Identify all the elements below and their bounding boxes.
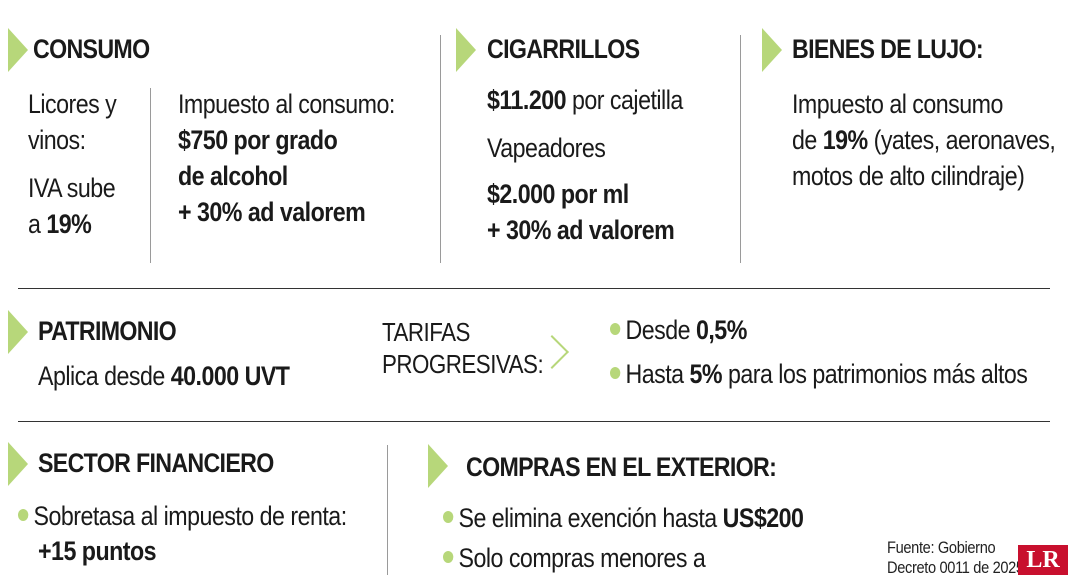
exterior-item2-text: Solo compras menores a	[458, 543, 706, 573]
divider-top	[18, 288, 1050, 289]
desde-value: 0,5%	[695, 315, 747, 345]
vapeadores-label: Vapeadores	[487, 133, 606, 163]
divider-consumo-inner	[150, 88, 151, 263]
hasta-value: 5%	[689, 359, 723, 389]
lujo-line2: de 19% (yates, aeronaves,	[792, 122, 1056, 158]
cigarrillos-arrow-icon	[456, 28, 476, 72]
source-line1: Fuente: Gobierno	[887, 538, 996, 557]
consumo-arrow-icon	[8, 28, 28, 72]
exterior-title: COMPRAS EN EL EXTERIOR:	[466, 452, 777, 482]
tarifa-desde: Desde 0,5%	[610, 312, 747, 348]
cigarrillos-price-suffix: por cajetilla	[566, 85, 683, 115]
cigarrillos-price: $11.200 por cajetilla	[487, 82, 683, 118]
impuesto-consumo-block: Impuesto al consumo: $750 por grado de a…	[178, 86, 395, 230]
tarifas-line2: PROGRESIVAS:	[382, 349, 544, 379]
cigarrillos-price-value: $11.200	[487, 85, 567, 115]
financiero-item1-value: +15 puntos	[38, 536, 157, 566]
exterior-item1: Se elimina exención hasta US$200	[443, 500, 804, 536]
lujo-text: Impuesto al consumo de 19% (yates, aeron…	[792, 86, 1056, 194]
patrimonio-title: PATRIMONIO	[38, 316, 177, 346]
iva-label: IVA sube a 19%	[28, 170, 116, 242]
divider-consumo-cigarrillos	[440, 35, 441, 263]
lr-logo: LR	[1018, 545, 1068, 575]
impuesto-line1: $750 por grado	[178, 125, 338, 155]
vapeadores-price: $2.000 por ml + 30% ad valorem	[487, 176, 675, 248]
impuesto-label: Impuesto al consumo:	[178, 89, 395, 119]
iva-value: 19%	[46, 209, 92, 239]
financiero-item1-text: Sobretasa al impuesto de renta:	[33, 501, 347, 531]
tarifa-hasta: Hasta 5% para los patrimonios más altos	[610, 356, 1028, 392]
iva-line2: a 19%	[28, 206, 115, 242]
patrimonio-aplica: Aplica desde 40.000 UVT	[38, 358, 290, 394]
exterior-item2: Solo compras menores a	[443, 540, 706, 576]
consumo-title: CONSUMO	[33, 34, 150, 64]
divider-financiero-exterior	[387, 445, 388, 575]
exterior-arrow-icon	[428, 444, 448, 488]
lujo-line2-value: 19%	[822, 125, 868, 155]
vape-line1: $2.000 por ml	[487, 179, 629, 209]
licores-label: Licores y vinos:	[28, 86, 117, 158]
lujo-arrow-icon	[762, 28, 782, 72]
desde-prefix: Desde	[625, 315, 696, 345]
iva-prefix: a	[28, 209, 41, 239]
financiero-arrow-icon	[8, 442, 28, 486]
tarifas-line1: TARIFAS	[382, 317, 470, 347]
impuesto-line2: de alcohol	[178, 161, 288, 191]
divider-middle	[18, 421, 1050, 422]
bullet-icon	[610, 322, 621, 335]
financiero-item1: Sobretasa al impuesto de renta:	[18, 498, 347, 534]
aplica-prefix: Aplica desde	[38, 361, 171, 391]
lujo-line2-suffix: (yates, aeronaves,	[867, 125, 1056, 155]
lujo-line2-prefix: de	[792, 125, 823, 155]
bullet-icon	[18, 508, 29, 521]
vape-line2: + 30% ad valorem	[487, 215, 675, 245]
source-line2: Decreto 0011 de 2025	[887, 558, 1024, 577]
hasta-suffix: para los patrimonios más altos	[722, 359, 1028, 389]
aplica-value: 40.000 UVT	[170, 361, 290, 391]
tarifas-label: TARIFAS PROGRESIVAS:	[382, 316, 544, 380]
hasta-prefix: Hasta	[625, 359, 690, 389]
lujo-line3: motos de alto cilindraje)	[792, 161, 1025, 191]
financiero-title: SECTOR FINANCIERO	[38, 448, 274, 478]
exterior-item1-prefix: Se elimina exención hasta	[458, 503, 723, 533]
divider-cigarrillos-lujo	[740, 35, 741, 263]
iva-line1: IVA sube	[28, 173, 116, 203]
impuesto-line3: + 30% ad valorem	[178, 197, 366, 227]
exterior-item1-value: US$200	[722, 503, 804, 533]
bullet-icon	[443, 550, 454, 563]
bullet-icon	[443, 510, 454, 523]
licores-line2: vinos:	[28, 125, 86, 155]
licores-line1: Licores y	[28, 89, 117, 119]
bullet-icon	[610, 366, 621, 379]
source-text: Fuente: Gobierno Decreto 0011 de 2025	[887, 538, 1024, 578]
patrimonio-arrow-icon	[8, 310, 28, 354]
cigarrillos-title: CIGARRILLOS	[487, 34, 640, 64]
lujo-line1: Impuesto al consumo	[792, 89, 1003, 119]
lujo-title: BIENES DE LUJO:	[792, 34, 984, 64]
